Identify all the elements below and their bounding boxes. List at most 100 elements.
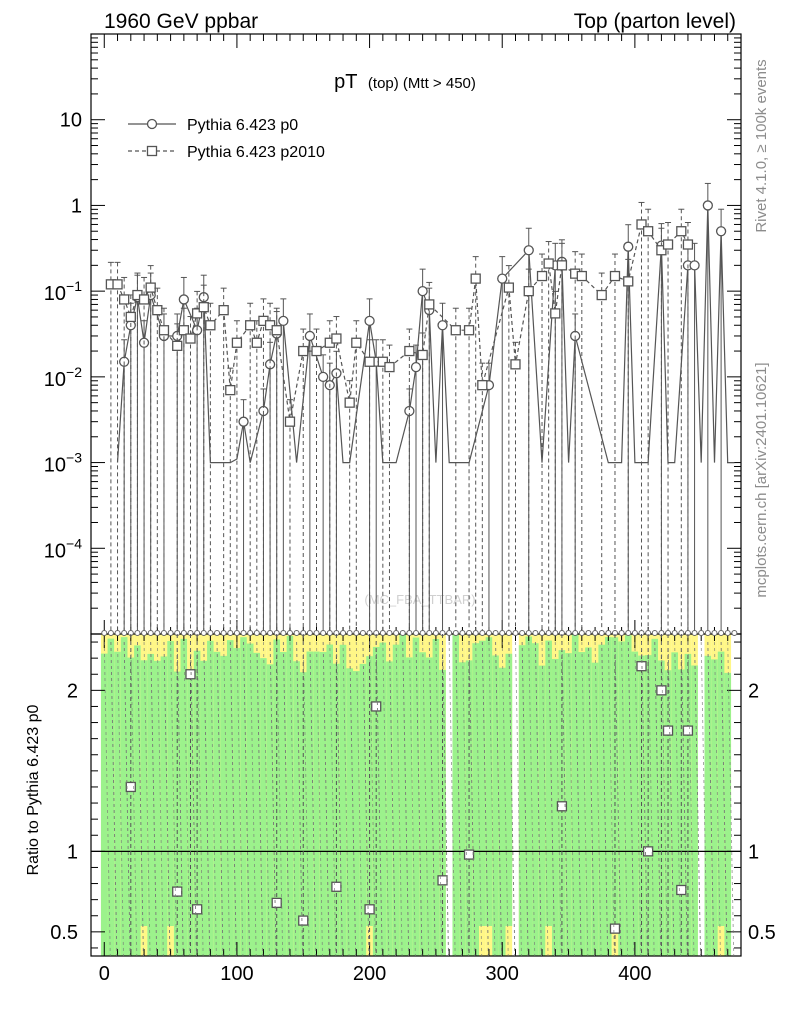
x-tick-label: 0 [99, 963, 110, 985]
ratio-connector-line [229, 641, 237, 957]
ratio-connector-line [634, 641, 642, 957]
data-point-square [417, 349, 428, 361]
ratio-connector-line [660, 641, 668, 957]
ratio-y-axis-title: Ratio to Pythia 6.423 p0 [25, 705, 42, 876]
data-point-square [676, 226, 687, 237]
data-point-circle [304, 330, 316, 342]
band-green [651, 638, 659, 956]
band-green [425, 657, 433, 956]
floor-marker [432, 630, 439, 636]
band-green [571, 634, 579, 956]
data-point-square [251, 337, 262, 348]
data-point-circle [364, 315, 375, 327]
ratio-connector-line [103, 641, 111, 957]
data-point-circle [497, 273, 508, 284]
floor-marker [134, 630, 141, 636]
ratio-point-square [298, 915, 309, 926]
ratio-connector-line [395, 641, 403, 957]
floor-marker [532, 630, 539, 636]
ratio-connector-line [521, 641, 529, 957]
main-y-tick-labels: 10 1 10−1 10−2 10−3 10−4 [44, 110, 82, 563]
data-point-square [158, 325, 170, 336]
band-green [724, 672, 732, 956]
legend: Pythia 6.423 p0 Pythia 6.423 p2010 [128, 117, 325, 161]
floor-marker [413, 630, 419, 636]
ratio-connector-line [389, 641, 396, 957]
ratio-point-square [676, 884, 687, 896]
band-green [127, 657, 135, 956]
ratio-connector-line [110, 641, 118, 957]
ratio-connector-line [568, 641, 576, 957]
data-point-square [218, 305, 229, 316]
floor-marker [293, 630, 300, 636]
band-green [485, 637, 493, 926]
ratio-uncertainty-bands [91, 634, 741, 956]
floor-marker [585, 630, 592, 636]
floor-marker [419, 630, 426, 636]
ratio-connector-line [435, 641, 443, 957]
data-point-square [205, 320, 216, 331]
data-point-square [609, 270, 621, 282]
floor-marker [711, 630, 718, 636]
ratio-connector-line [587, 641, 595, 957]
legend-marker-circle [146, 118, 158, 130]
floor-marker [399, 630, 406, 636]
floor-marker [180, 630, 187, 636]
floor-marker [280, 630, 287, 636]
band-green [452, 634, 460, 956]
floor-marker [227, 630, 234, 636]
data-point-square [576, 270, 587, 282]
ratio-point-square [125, 781, 136, 793]
main-y-tick-label: 10 [60, 110, 82, 132]
data-point-circle [523, 245, 534, 256]
band-green [505, 653, 513, 926]
data-point-circle [410, 361, 422, 373]
floor-marker [253, 630, 260, 636]
band-green [671, 652, 678, 956]
data-point-square [662, 239, 674, 250]
data-point-square [503, 282, 515, 293]
ratio-point-square [172, 886, 183, 897]
x-tick-label: 200 [353, 963, 386, 985]
ratio-connector-line [123, 641, 131, 957]
band-green [545, 640, 552, 926]
ratio-connector-line [282, 641, 290, 957]
band-green [154, 660, 161, 956]
band-green [419, 652, 426, 956]
band-green [260, 658, 267, 956]
data-point-square [331, 333, 342, 344]
ratio-connector-line [163, 641, 171, 957]
ratio-connector-line [561, 641, 569, 957]
band-green [578, 652, 586, 956]
floor-marker [260, 630, 267, 636]
main-y-tick-label: 10−4 [44, 535, 82, 562]
ratio-y-tick-label-right: 0.5 [748, 922, 776, 944]
floor-marker [386, 630, 393, 636]
band-green [160, 656, 168, 956]
band-green [412, 637, 420, 956]
ratio-point-square [642, 846, 654, 857]
ratio-connector-line [262, 641, 270, 957]
band-green [246, 643, 254, 956]
floor-marker [724, 630, 731, 636]
floor-marker [598, 630, 605, 636]
band-green [518, 645, 526, 956]
band-green [346, 668, 353, 956]
ratio-connector-line [481, 641, 489, 957]
data-point-square [185, 333, 196, 344]
band-green [472, 643, 480, 956]
ratio-y-tick-label-left: 1 [67, 841, 78, 863]
floor-marker [552, 630, 559, 636]
ratio-connector-line [720, 641, 728, 957]
ratio-connector-line [150, 641, 158, 957]
band-green [134, 645, 141, 956]
floor-marker [572, 630, 579, 636]
band-green [498, 667, 506, 956]
ratio-connector-line [170, 641, 178, 957]
band-green [631, 651, 639, 956]
watermark-label: (MC_FBA_TTBAR) [364, 592, 475, 607]
floor-marker [479, 630, 486, 636]
band-green [147, 653, 155, 956]
band-green [399, 634, 407, 956]
